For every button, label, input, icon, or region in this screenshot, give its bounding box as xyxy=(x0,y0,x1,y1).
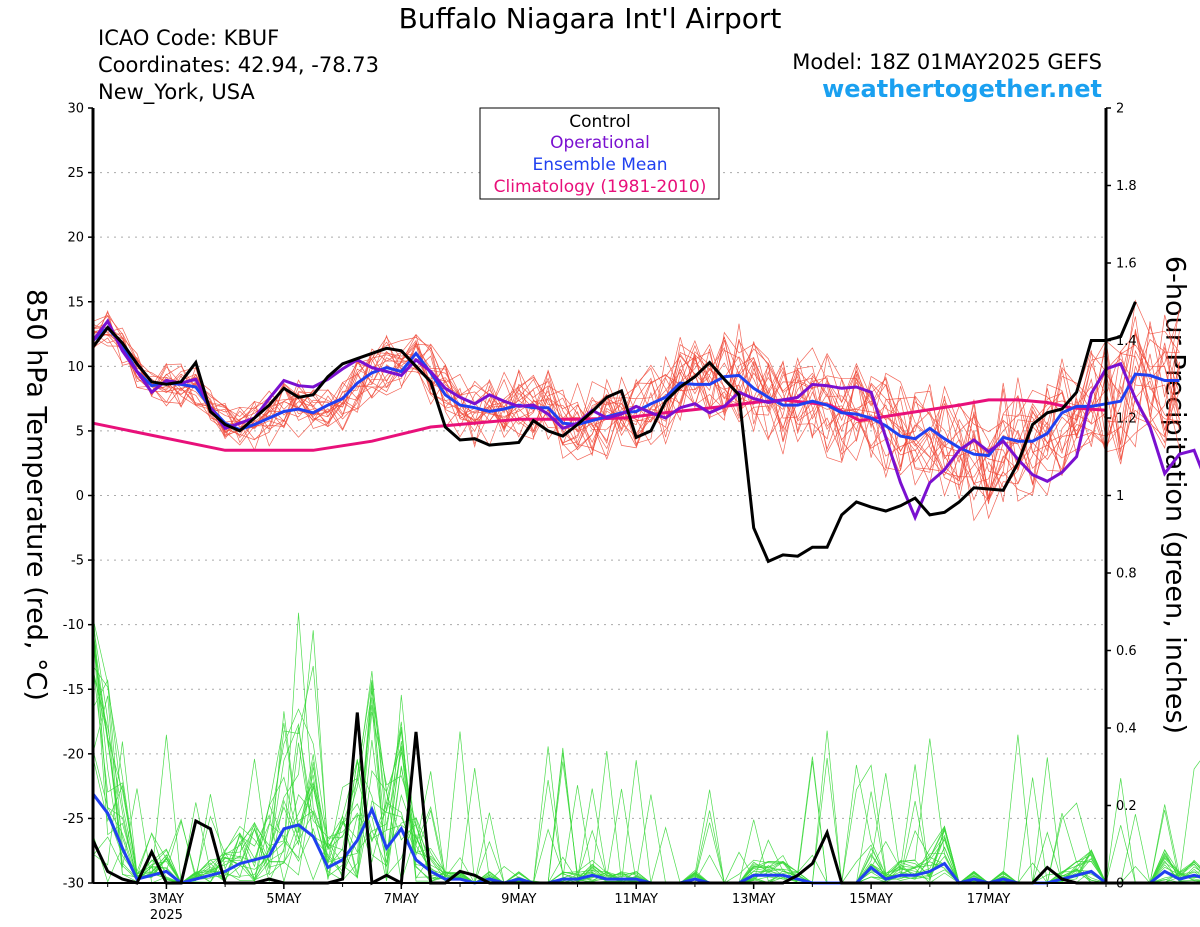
precipitation-member-line xyxy=(92,665,1200,885)
y-tick-label: -20 xyxy=(63,747,84,762)
coordinates: Coordinates: 42.94, -78.73 xyxy=(98,53,379,77)
x-tick-label: 17MAY xyxy=(967,892,1011,907)
temp-operational-line xyxy=(91,318,1200,522)
legend-control: Control xyxy=(569,112,630,132)
x-tick-label: 5MAY xyxy=(266,892,301,907)
temperature-member-line xyxy=(92,330,1180,498)
y-tick-label: 5 xyxy=(76,424,84,439)
y-tick-label: 25 xyxy=(67,166,84,181)
y2-tick-label: 1.6 xyxy=(1116,257,1137,272)
temperature-member-line xyxy=(92,327,1180,478)
y2-tick-label: 0.8 xyxy=(1116,567,1137,582)
temp-control-line xyxy=(91,301,1137,564)
precipitation-member-line xyxy=(92,679,1200,884)
precipitation-member-line xyxy=(92,618,1200,885)
precipitation-member-line xyxy=(92,665,1200,884)
series-lines xyxy=(91,301,1200,886)
legend-climatology: Climatology (1981-2010) xyxy=(494,177,707,197)
precipitation-members xyxy=(92,608,1200,885)
temperature-member-line xyxy=(92,323,1180,503)
y-tick-label: 30 xyxy=(67,102,84,117)
y-tick-label: 15 xyxy=(67,295,84,310)
x-tick-label: 7MAY xyxy=(384,892,419,907)
y-tick-label: -5 xyxy=(71,554,84,569)
climatology-line xyxy=(92,398,1107,452)
precipitation-member-line xyxy=(92,685,1200,884)
y2-tick-label: 1.4 xyxy=(1116,334,1137,349)
x-tick-label: 3MAY xyxy=(149,892,184,907)
legend-ensemble-mean: Ensemble Mean xyxy=(532,155,667,175)
y2-tick-label: 0.6 xyxy=(1116,644,1137,659)
temperature-member-line xyxy=(92,315,1180,471)
y2-tick-label: 0.4 xyxy=(1116,722,1137,737)
precipitation-member-line xyxy=(92,665,1200,884)
y2-tick-label: 1.2 xyxy=(1116,412,1137,427)
model-run: Model: 18Z 01MAY2025 GEFS xyxy=(792,50,1102,74)
y-tick-label: -30 xyxy=(63,877,84,892)
x-tick-label: 15MAY xyxy=(849,892,893,907)
chart-title: Buffalo Niagara Int'l Airport xyxy=(398,2,782,35)
website-link[interactable]: weathertogether.net xyxy=(822,75,1102,103)
gridlines xyxy=(93,172,1106,819)
location: New_York, USA xyxy=(98,80,255,104)
x-tick-label: 11MAY xyxy=(614,892,658,907)
y-tick-label: 10 xyxy=(67,360,84,375)
axes: -30-25-20-15-10-505101520253000.20.40.60… xyxy=(63,102,1137,924)
temperature-member-line xyxy=(92,325,1180,501)
legend-operational: Operational xyxy=(550,133,650,153)
y-tick-label: -25 xyxy=(63,812,84,827)
legend: Control Operational Ensemble Mean Climat… xyxy=(479,107,720,200)
y2-tick-label: 0.2 xyxy=(1116,799,1137,814)
y2-tick-label: 1.8 xyxy=(1116,179,1137,194)
legend-box xyxy=(479,107,720,200)
x-tick-label: 9MAY xyxy=(501,892,536,907)
y-tick-label: 0 xyxy=(76,489,84,504)
precipitation-member-line xyxy=(92,672,1200,884)
y2-tick-label: 1 xyxy=(1116,489,1124,504)
temperature-member-line xyxy=(92,308,1180,520)
x-year-label: 2025 xyxy=(150,908,183,923)
icao-code: ICAO Code: KBUF xyxy=(98,26,280,50)
y2-tick-label: 0 xyxy=(1116,877,1124,892)
temperature-member-line xyxy=(92,326,1180,496)
x-tick-label: 13MAY xyxy=(732,892,776,907)
y-tick-label: -15 xyxy=(63,683,84,698)
y-tick-label: -10 xyxy=(63,618,84,633)
y-tick-label: 20 xyxy=(67,231,84,246)
y2-tick-label: 2 xyxy=(1116,102,1124,117)
